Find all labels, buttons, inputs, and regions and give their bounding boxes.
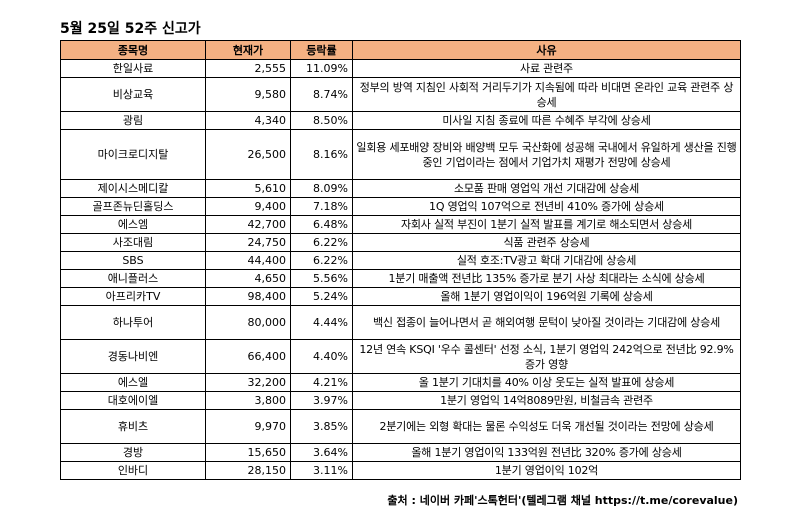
reason: 1분기 영업이익 102억	[352, 461, 741, 480]
reason: 백신 접종이 늘어나면서 곧 해외여행 문턱이 낮아질 것이라는 기대감에 상승…	[352, 305, 741, 340]
stock-name: 인바디	[60, 461, 206, 480]
current-price: 2,555	[205, 59, 291, 78]
reason: 1분기 매출액 전년比 135% 증가로 분기 사상 최대라는 소식에 상승세	[352, 269, 741, 288]
table-row: 애니플러스 4,650 5.56% 1분기 매출액 전년比 135% 증가로 분기 사…	[60, 269, 741, 288]
change-rate: 6.48%	[290, 215, 353, 234]
change-rate: 3.11%	[290, 461, 353, 480]
current-price: 80,000	[205, 305, 291, 340]
change-rate: 8.16%	[290, 129, 353, 180]
stock-name: 아프리카TV	[60, 287, 206, 306]
stock-name: 골프존뉴딘홀딩스	[60, 197, 206, 216]
current-price: 98,400	[205, 287, 291, 306]
change-rate: 3.64%	[290, 443, 353, 462]
current-price: 4,650	[205, 269, 291, 288]
reason: 식품 관련주 상승세	[352, 233, 741, 252]
table-row: SBS 44,400 6.22% 실적 호조:TV광고 확대 기대감에 상승세	[60, 251, 741, 270]
header-row: 종목명 현재가 등락률 사유	[60, 40, 741, 60]
change-rate: 5.56%	[290, 269, 353, 288]
current-price: 32,200	[205, 373, 291, 392]
reason: 올해 1분기 영업이익이 196억원 기록에 상승세	[352, 287, 741, 306]
change-rate: 8.50%	[290, 111, 353, 130]
stock-name: 에스엠	[60, 215, 206, 234]
stock-name: 에스엘	[60, 373, 206, 392]
stock-name: 애니플러스	[60, 269, 206, 288]
change-rate: 3.97%	[290, 391, 353, 410]
reason: 실적 호조:TV광고 확대 기대감에 상승세	[352, 251, 741, 270]
table-row: 에스엠 42,700 6.48% 자회사 실적 부진이 1분기 실적 발표를 계기로 …	[60, 215, 741, 234]
current-price: 3,800	[205, 391, 291, 410]
current-price: 26,500	[205, 129, 291, 180]
current-price: 28,150	[205, 461, 291, 480]
change-rate: 5.24%	[290, 287, 353, 306]
stock-name: 대호에이엘	[60, 391, 206, 410]
stock-name: 제이시스메디칼	[60, 179, 206, 198]
stock-name: 사조대림	[60, 233, 206, 252]
reason: 사료 관련주	[352, 59, 741, 78]
stock-name: 광림	[60, 111, 206, 130]
table-row: 골프존뉴딘홀딩스 9,400 7.18% 1Q 영업익 107억으로 전년비 410%…	[60, 197, 741, 216]
current-price: 9,970	[205, 409, 291, 444]
reason: 일회용 세포배양 장비와 배양백 모두 국산화에 성공해 국내에서 유일하게 생…	[352, 129, 741, 180]
page-title: 5월 25일 52주 신고가	[60, 21, 201, 37]
current-price: 44,400	[205, 251, 291, 270]
stock-name: SBS	[60, 251, 206, 270]
table-row: 아프리카TV 98,400 5.24% 올해 1분기 영업이익이 196억원 기록에 …	[60, 287, 741, 306]
current-price: 42,700	[205, 215, 291, 234]
table-row: 비상교육 9,580 8.74% 정부의 방역 지침인 사회적 거리두기가 지속됨에 …	[60, 77, 741, 112]
table-row: 경동나비엔 66,400 4.40% 12년 연속 KSQI '우수 콜센터' 선정 …	[60, 339, 741, 374]
table-row: 광림 4,340 8.50% 미사일 지침 종료에 따른 수혜주 부각에 상승세	[60, 111, 741, 130]
stock-name: 휴비츠	[60, 409, 206, 444]
header-reason: 사유	[352, 40, 741, 60]
change-rate: 4.40%	[290, 339, 353, 374]
current-price: 24,750	[205, 233, 291, 252]
change-rate: 11.09%	[290, 59, 353, 78]
reason: 12년 연속 KSQI '우수 콜센터' 선정 소식, 1분기 영업익 242억…	[352, 339, 741, 374]
change-rate: 6.22%	[290, 251, 353, 270]
stock-name: 경방	[60, 443, 206, 462]
header-price: 현재가	[205, 40, 291, 60]
table-row: 대호에이엘 3,800 3.97% 1분기 영업익 14억8089만원, 비철금속 관…	[60, 391, 741, 410]
table-row: 제이시스메디칼 5,610 8.09% 소모품 판매 영업익 개선 기대감에 상승세	[60, 179, 741, 198]
stock-table: 종목명 현재가 등락률 사유 한일사료 2,555 11.09% 사료 관련주 비상교육…	[60, 40, 741, 480]
current-price: 66,400	[205, 339, 291, 374]
change-rate: 4.21%	[290, 373, 353, 392]
change-rate: 3.85%	[290, 409, 353, 444]
stock-name: 한일사료	[60, 59, 206, 78]
stock-name: 하나투어	[60, 305, 206, 340]
reason: 올 1분기 기대치를 40% 이상 웃도는 실적 발표에 상승세	[352, 373, 741, 392]
current-price: 15,650	[205, 443, 291, 462]
reason: 소모품 판매 영업익 개선 기대감에 상승세	[352, 179, 741, 198]
header-name: 종목명	[60, 40, 206, 60]
change-rate: 7.18%	[290, 197, 353, 216]
table-row: 인바디 28,150 3.11% 1분기 영업이익 102억	[60, 461, 741, 480]
current-price: 9,580	[205, 77, 291, 112]
table-row: 한일사료 2,555 11.09% 사료 관련주	[60, 59, 741, 78]
header-change: 등락률	[290, 40, 353, 60]
reason: 1Q 영업익 107억으로 전년비 410% 증가에 상승세	[352, 197, 741, 216]
change-rate: 8.74%	[290, 77, 353, 112]
current-price: 4,340	[205, 111, 291, 130]
source-footer: 출처 : 네이버 카페'스톡헌터'(텔레그램 채널 https://t.me/c…	[387, 494, 738, 507]
current-price: 9,400	[205, 197, 291, 216]
reason: 자회사 실적 부진이 1분기 실적 발표를 계기로 해소되면서 상승세	[352, 215, 741, 234]
reason: 정부의 방역 지침인 사회적 거리두기가 지속됨에 따라 비대면 온라인 교육 …	[352, 77, 741, 112]
change-rate: 8.09%	[290, 179, 353, 198]
reason: 1분기 영업익 14억8089만원, 비철금속 관련주	[352, 391, 741, 410]
stock-name: 경동나비엔	[60, 339, 206, 374]
change-rate: 6.22%	[290, 233, 353, 252]
table-row: 에스엘 32,200 4.21% 올 1분기 기대치를 40% 이상 웃도는 실적 발…	[60, 373, 741, 392]
reason: 2분기에는 외형 확대는 물론 수익성도 더욱 개선될 것이라는 전망에 상승세	[352, 409, 741, 444]
table-row: 하나투어 80,000 4.44% 백신 접종이 늘어나면서 곧 해외여행 문턱이 낮…	[60, 305, 741, 340]
reason: 미사일 지침 종료에 따른 수혜주 부각에 상승세	[352, 111, 741, 130]
stock-name: 비상교육	[60, 77, 206, 112]
change-rate: 4.44%	[290, 305, 353, 340]
current-price: 5,610	[205, 179, 291, 198]
table-row: 휴비츠 9,970 3.85% 2분기에는 외형 확대는 물론 수익성도 더욱 개선될…	[60, 409, 741, 444]
table-row: 사조대림 24,750 6.22% 식품 관련주 상승세	[60, 233, 741, 252]
table-row: 경방 15,650 3.64% 올해 1분기 영업이익 133억원 전년比 320% …	[60, 443, 741, 462]
table-row: 마이크로디지탈 26,500 8.16% 일회용 세포배양 장비와 배양백 모두 국산…	[60, 129, 741, 180]
reason: 올해 1분기 영업이익 133억원 전년比 320% 증가에 상승세	[352, 443, 741, 462]
stock-name: 마이크로디지탈	[60, 129, 206, 180]
